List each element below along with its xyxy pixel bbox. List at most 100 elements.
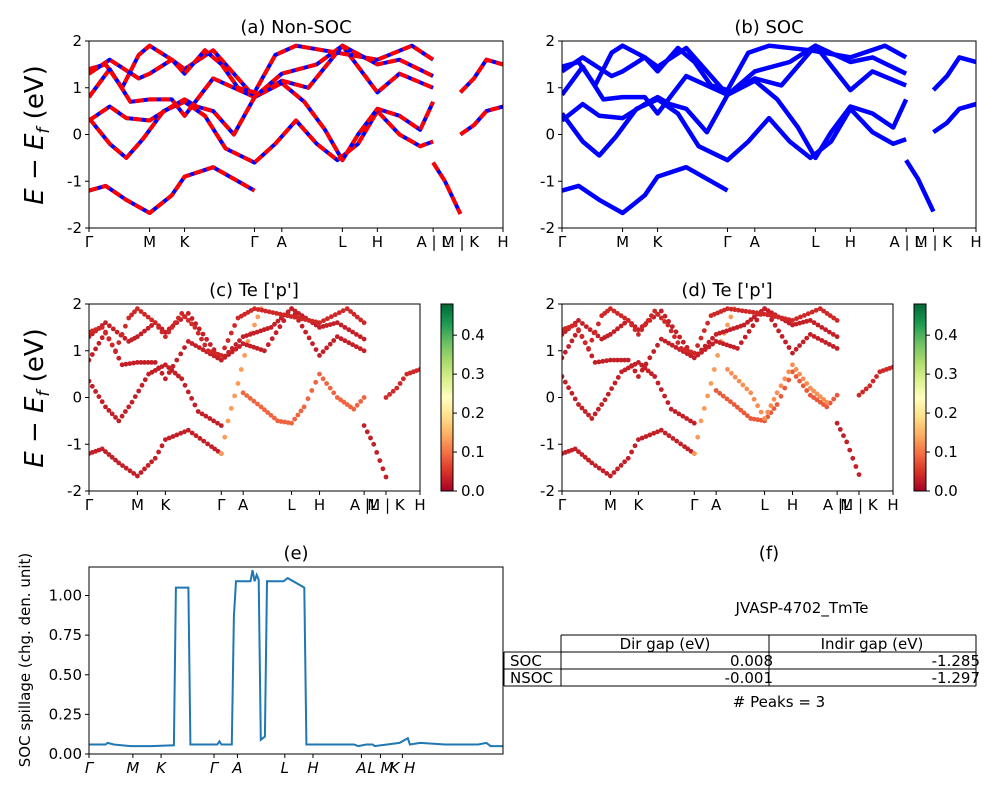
panel-d-point [732,307,738,313]
panel-c-point [163,376,168,382]
panel-d-xtick-label: Γ [690,496,699,514]
panel-c-point [317,325,322,330]
panel-d-point [608,357,613,363]
panel-d-point [622,357,627,363]
panel-c-point [306,335,312,341]
panel-c-point [247,396,253,401]
panel-c-point [299,323,305,329]
panel-d-point [811,388,816,394]
ylabel-top: E − Ef (eV) [20,65,54,205]
panel-c-point [142,360,147,365]
panel-d-point [863,386,869,392]
panel-e-xtick-label: K H [389,759,415,777]
panel-c-ytick-label: -1 [67,435,82,453]
panel-d-point [655,380,661,386]
panel-d-xtick-label: Γ [558,496,567,514]
panel-d-point [593,463,598,468]
panel-c-point [361,336,367,342]
panel-d-point [867,383,873,389]
colorbar-c-gradient [440,303,454,492]
panel-c-point [237,338,242,343]
panel-b-ytick-label: -2 [540,219,555,237]
table-row-nsoc-label: NSOC [510,669,553,687]
panel-c-xtick-label: A |L [350,496,379,514]
panel-e-frame [88,566,504,755]
panel-d-point [642,322,648,328]
panel-d-point [680,413,686,419]
panel-a-xtick-label: L [338,233,347,251]
panel-c-point [129,399,135,405]
panel-c-point [285,309,291,315]
panel-b-xtick-label: A | L [890,233,924,251]
panel-c-point [320,349,326,355]
panel-b-ytick-label: 2 [545,32,555,50]
panel-c-point [228,406,234,411]
panel-d-point [673,345,679,350]
panel-d-point [562,379,568,385]
panel-d-point [665,322,671,328]
panel-c-point [169,325,175,330]
panel-d-point [782,376,788,382]
panel-d-point [615,357,620,363]
panel-c-point [263,308,268,314]
panel-e-xtick-label: H [307,759,318,777]
panel-d-point [629,363,634,368]
panel-d-point [819,325,825,330]
panel-d-point [639,435,645,441]
panel-d-point [765,308,771,314]
panel-d-point [615,311,620,316]
panel-d-point [586,457,591,463]
colorbar-c: 0.0 0.1 0.2 0.3 0.4 [440,303,485,500]
panel-d-point [592,360,598,365]
panel-b-band-4 [562,43,908,98]
panel-d-point [701,406,707,411]
panel-d-point [625,455,631,461]
panel-d-point [662,319,667,324]
panel-d-point [745,319,750,325]
panel-e-xtick-label: L M [367,759,393,777]
panel-c-point [116,460,122,466]
panel-d-ytick-label: -2 [540,482,555,500]
panel-d-point [748,317,754,322]
panel-d-point [804,388,810,393]
panel-d-point [636,374,641,379]
panel-c-point [218,357,224,363]
panel-c-point [211,418,217,424]
panel-c-point [131,360,137,366]
panel-d-point [856,392,862,398]
panel-c-point [103,449,108,455]
panel-a-ytick-label: 2 [72,32,82,50]
panel-c-point [325,316,330,322]
panel-d-xtick-label: L [760,496,769,514]
panel-d-point [622,459,627,465]
panel-d-point [615,326,620,332]
panel-c-point [182,382,188,388]
panel-b-xtick-label: L [811,233,820,251]
panel-c-xtick-label: M | K [367,496,406,514]
panel-c-point [258,404,264,410]
panel-d-point [652,374,658,379]
panel-c-point [135,360,140,365]
panel-d-point [797,343,802,348]
table-row-soc-indir: -1.285 [932,652,980,670]
panel-d-point [569,338,575,344]
panel-c-point [238,367,244,372]
panel-c-point [145,463,151,468]
panel-d-point [586,412,591,418]
panel-d-point [579,334,585,340]
panel-d-point [834,318,840,323]
panel-d-point [725,322,730,328]
panel-d-point [768,313,774,319]
panel-d-point [769,317,774,323]
panel-c-point [145,360,151,365]
panel-d-point [741,410,747,416]
panel-c-point [114,329,120,335]
panel-c-point [281,312,287,318]
panel-c-point [123,409,128,414]
panel-c-point [262,348,267,354]
panel-c-point [159,443,165,449]
panel-d-point [790,362,795,368]
panel-d-point [622,315,627,321]
panel-c-point [332,312,338,318]
panel-d-point [736,307,741,313]
